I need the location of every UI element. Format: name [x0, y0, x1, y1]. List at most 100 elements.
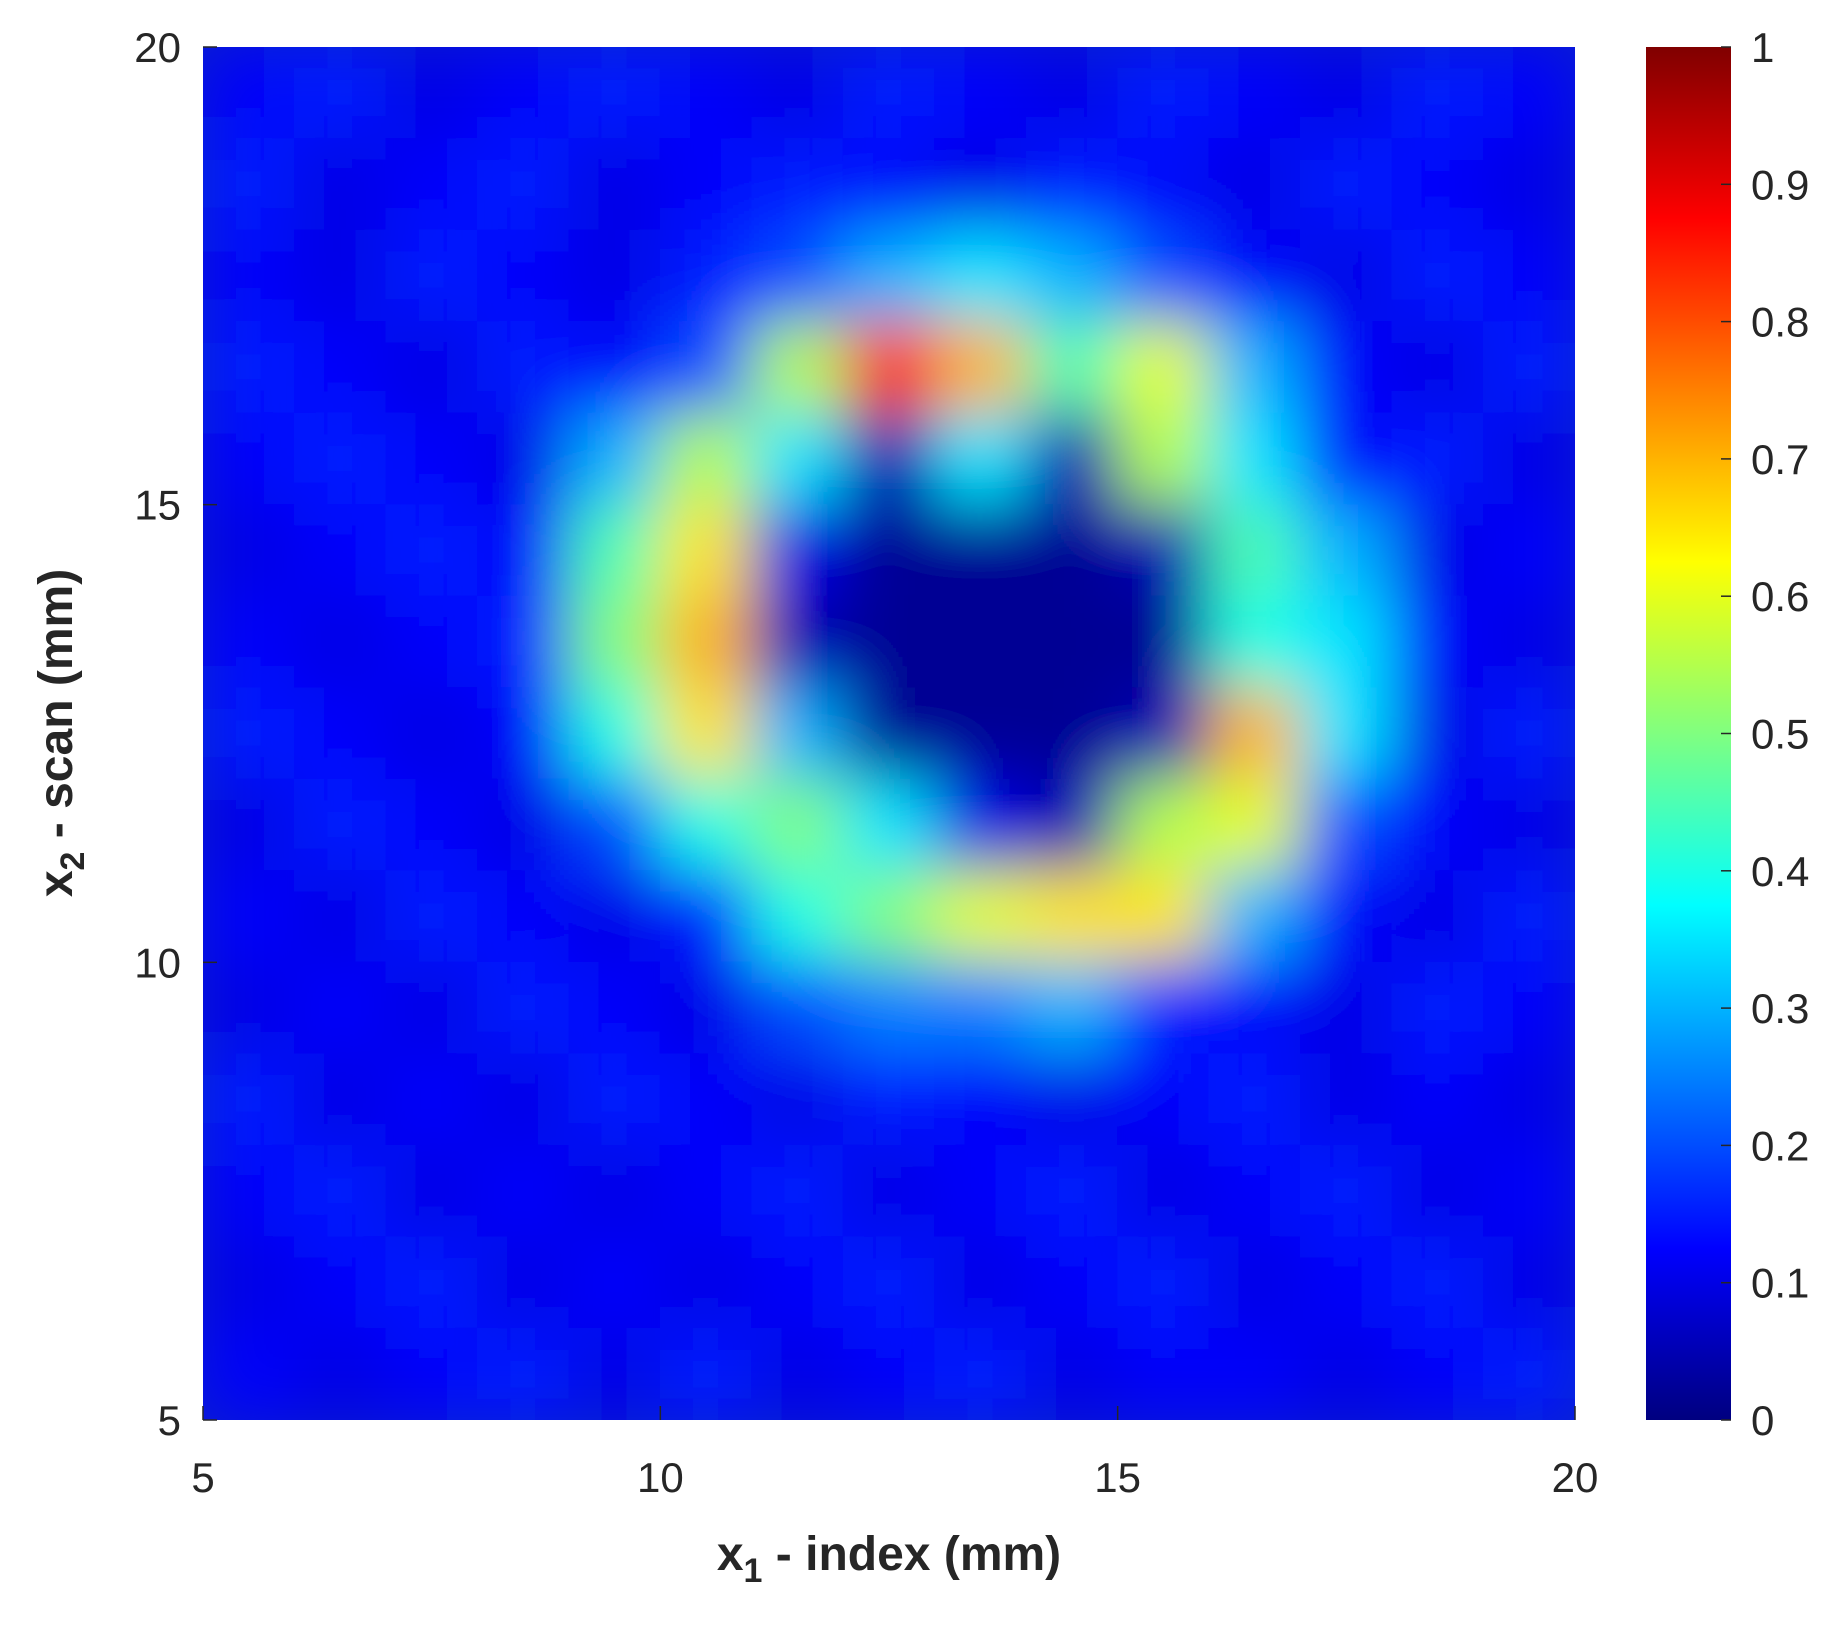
heatmap-cell [476, 321, 570, 414]
heatmap-cell [1025, 138, 1119, 231]
heatmap-cell [385, 961, 478, 1055]
heatmap-cell [293, 961, 387, 1055]
heatmap-cell [1025, 687, 1119, 780]
heatmap-cell [1117, 47, 1210, 140]
heatmap-cell [568, 961, 661, 1055]
heatmap-cell [842, 138, 936, 231]
heatmap-cell [1208, 687, 1302, 780]
heatmap-cell [934, 321, 1027, 414]
heatmap-cell [476, 870, 570, 963]
heatmap-cell [385, 778, 478, 872]
heatmap-cell [568, 687, 661, 780]
heatmap-cell [1300, 1236, 1393, 1329]
heatmap-cell [293, 1236, 387, 1329]
heatmap-cell [568, 138, 661, 231]
heatmap-cell [203, 870, 295, 963]
heatmap-cell [842, 229, 936, 323]
x-axis-label: x1 - index (mm) [717, 1528, 1061, 1590]
heatmap-cell [568, 1236, 661, 1329]
colorbar-tick-label: 0.6 [1751, 573, 1809, 620]
heatmap-cell [842, 687, 936, 780]
heatmap-cell [385, 229, 478, 323]
heatmap-cell [842, 778, 936, 872]
heatmap-cell [1025, 870, 1119, 963]
heatmap-cell [751, 1236, 844, 1329]
heatmap-cell [476, 47, 570, 140]
heatmap-cell [293, 687, 387, 780]
heatmap-cell [1117, 961, 1210, 1055]
heatmap-cell [1025, 412, 1119, 506]
heatmap-cell [293, 870, 387, 963]
heatmap-cell [1208, 961, 1302, 1055]
heatmap-cell [934, 778, 1027, 872]
heatmap-cell [1483, 687, 1575, 780]
heatmap-cell [203, 961, 295, 1055]
heatmap-cell [934, 687, 1027, 780]
heatmap-cell [568, 595, 661, 689]
heatmap-cells [203, 47, 1575, 1420]
heatmap-cell [385, 1236, 478, 1329]
heatmap-cell [293, 1144, 387, 1238]
heatmap-cell [659, 961, 753, 1055]
heatmap-cell [203, 504, 295, 597]
heatmap-cell [1208, 504, 1302, 597]
heatmap-cell [1300, 138, 1393, 231]
heatmap-cell [293, 321, 387, 414]
heatmap-cell [751, 504, 844, 597]
heatmap-cell [1391, 961, 1485, 1055]
heatmap-cell [385, 870, 478, 963]
heatmap-cell [1483, 412, 1575, 506]
heatmap-cell [568, 321, 661, 414]
heatmap-cell [659, 229, 753, 323]
heatmap-cell [1391, 1053, 1485, 1146]
heatmap-cell [1483, 1053, 1575, 1146]
colorbar-tick-label: 0.7 [1751, 436, 1809, 483]
x-axis-label-sub: 1 [744, 1552, 763, 1590]
heatmap-cell [203, 595, 295, 689]
heatmap-cell [659, 47, 753, 140]
heatmap-cell [659, 321, 753, 414]
heatmap-cell [934, 1053, 1027, 1146]
heatmap-cell [842, 321, 936, 414]
heatmap-cell [476, 595, 570, 689]
heatmap-cell [751, 321, 844, 414]
heatmap-cell [934, 412, 1027, 506]
heatmap-cell [1025, 1144, 1119, 1238]
heatmap-cell [842, 961, 936, 1055]
heatmap-cell [659, 412, 753, 506]
heatmap-cell [1391, 595, 1485, 689]
heatmap-cell [203, 687, 295, 780]
heatmap-cell [934, 229, 1027, 323]
heatmap-cell [203, 1144, 295, 1238]
heatmap-cell [568, 1327, 661, 1420]
heatmap-cell [842, 870, 936, 963]
colorbar-tick-label: 0.1 [1751, 1260, 1809, 1307]
heatmap-cell [1391, 687, 1485, 780]
heatmap-cell [1025, 47, 1119, 140]
heatmap-cell [1391, 1327, 1485, 1420]
heatmap-cell [1483, 138, 1575, 231]
y-axis-label-var: x [30, 870, 83, 897]
x-tick-label: 10 [637, 1454, 684, 1501]
heatmap-cell [1208, 47, 1302, 140]
heatmap-cell [934, 1144, 1027, 1238]
y-tick-label: 10 [134, 939, 181, 986]
heatmap-cell [1025, 961, 1119, 1055]
heatmap-cell [1483, 595, 1575, 689]
heatmap-cell [1208, 1144, 1302, 1238]
colorbar [1646, 47, 1731, 1420]
heatmap-cell [293, 47, 387, 140]
heatmap-cell [842, 412, 936, 506]
heatmap-cell [1300, 1144, 1393, 1238]
y-axis-label-sub: 2 [54, 852, 92, 871]
heatmap-cell [1391, 1236, 1485, 1329]
heatmap-cell [1300, 870, 1393, 963]
heatmap-cell [934, 595, 1027, 689]
heatmap-cell [476, 138, 570, 231]
heatmap-cell [293, 778, 387, 872]
heatmap-cell [1025, 778, 1119, 872]
heatmap-cell [1483, 778, 1575, 872]
heatmap-cell [1117, 412, 1210, 506]
heatmap-cell [1391, 321, 1485, 414]
